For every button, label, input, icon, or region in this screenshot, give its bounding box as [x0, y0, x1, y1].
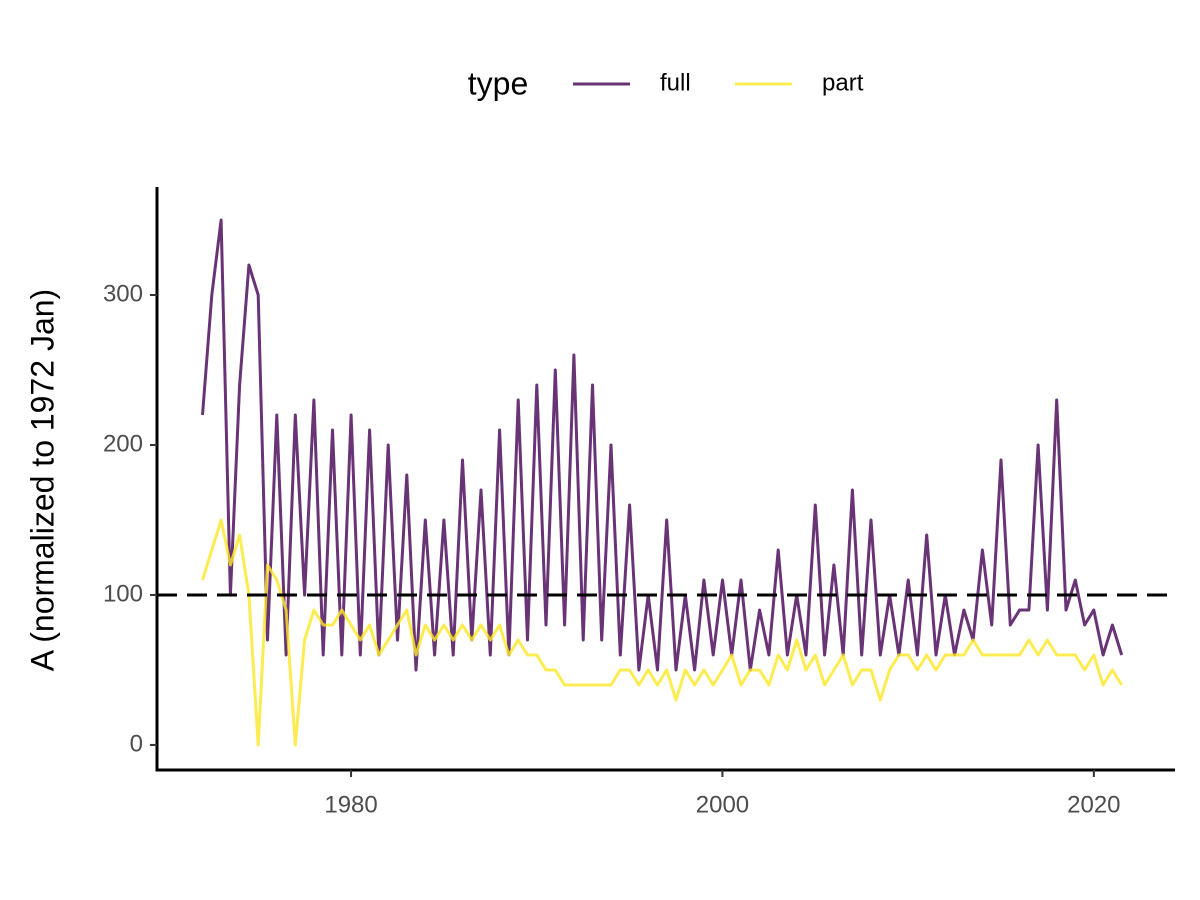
x-tick-label: 2020 [1067, 791, 1120, 818]
y-tick-label: 0 [130, 730, 143, 757]
legend-label: part [822, 69, 864, 96]
y-tick-label: 300 [103, 280, 143, 307]
y-axis-title: A (normalized to 1972 Jan) [24, 289, 60, 671]
legend-label: full [660, 69, 691, 96]
legend-title: type [468, 65, 528, 101]
y-tick-label: 100 [103, 580, 143, 607]
line-full [201, 218, 1124, 672]
x-tick-label: 2000 [696, 791, 749, 818]
line-part [201, 518, 1123, 747]
x-tick-label: 1980 [324, 791, 377, 818]
y-tick-label: 200 [103, 430, 143, 457]
